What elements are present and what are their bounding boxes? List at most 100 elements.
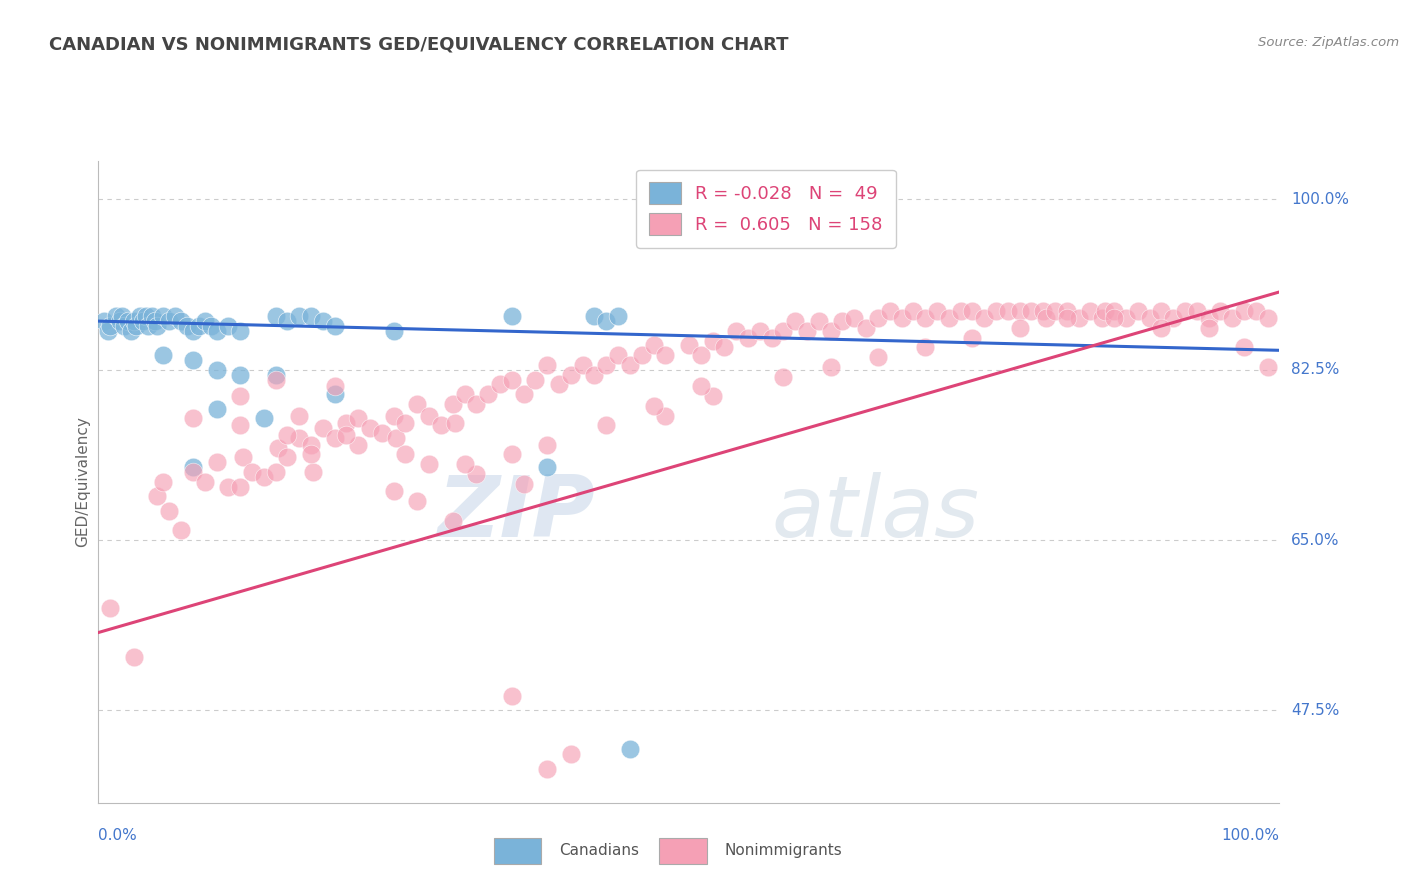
Bar xyxy=(659,838,707,863)
Point xyxy=(299,310,322,324)
Point xyxy=(231,450,253,465)
Point xyxy=(1257,359,1279,374)
Point xyxy=(1150,321,1173,335)
Point xyxy=(347,411,370,425)
Point xyxy=(217,479,239,493)
Point xyxy=(1185,304,1208,318)
Point xyxy=(501,689,523,703)
Point xyxy=(607,348,630,362)
Text: CANADIAN VS NONIMMIGRANTS GED/EQUIVALENCY CORRELATION CHART: CANADIAN VS NONIMMIGRANTS GED/EQUIVALENC… xyxy=(49,36,789,54)
Point xyxy=(654,348,676,362)
Point xyxy=(394,447,416,461)
Point xyxy=(1080,304,1102,318)
Point xyxy=(997,304,1019,318)
Point xyxy=(229,389,252,403)
Text: atlas: atlas xyxy=(772,472,980,556)
Point xyxy=(689,348,711,362)
Point xyxy=(302,465,325,479)
Point xyxy=(477,387,499,401)
Text: ZIP: ZIP xyxy=(437,472,595,556)
Point xyxy=(571,358,593,372)
Point xyxy=(170,314,193,328)
Point xyxy=(654,409,676,423)
Point xyxy=(512,476,534,491)
Point xyxy=(1021,304,1043,318)
Point xyxy=(430,418,453,433)
Point xyxy=(229,479,252,493)
Point xyxy=(323,387,346,401)
Point xyxy=(501,447,523,461)
Text: 0.0%: 0.0% xyxy=(98,829,138,844)
Point xyxy=(1067,311,1090,326)
Point xyxy=(536,438,558,452)
Point xyxy=(152,475,174,489)
Point xyxy=(938,311,960,326)
Point xyxy=(406,397,429,411)
Bar xyxy=(494,838,541,863)
Point xyxy=(264,465,287,479)
Point xyxy=(312,421,335,435)
Point xyxy=(205,455,228,469)
Point xyxy=(630,348,652,362)
Point xyxy=(1056,311,1078,326)
Point xyxy=(323,431,346,445)
Text: 100.0%: 100.0% xyxy=(1291,192,1350,207)
Point xyxy=(1233,340,1256,354)
Point xyxy=(855,321,877,335)
Point xyxy=(785,314,807,328)
Point xyxy=(146,318,169,333)
Point xyxy=(385,431,408,445)
Point xyxy=(643,338,665,352)
Point xyxy=(323,318,346,333)
Point xyxy=(453,387,475,401)
Point xyxy=(560,368,582,382)
Point xyxy=(299,438,322,452)
Point xyxy=(1102,304,1125,318)
Point xyxy=(288,409,311,423)
Point xyxy=(925,304,948,318)
Point xyxy=(772,369,794,384)
Point xyxy=(984,304,1007,318)
Point xyxy=(382,324,405,338)
Point xyxy=(1220,311,1243,326)
Text: 65.0%: 65.0% xyxy=(1291,533,1340,548)
Point xyxy=(205,324,228,338)
Point xyxy=(394,417,416,431)
Point xyxy=(205,363,228,377)
Point xyxy=(205,401,228,416)
Point xyxy=(121,324,143,338)
Point xyxy=(619,358,641,372)
Point xyxy=(465,397,488,411)
Point xyxy=(465,467,488,481)
Point xyxy=(181,353,204,368)
Point xyxy=(595,418,617,433)
Point xyxy=(122,649,145,664)
Point xyxy=(112,318,135,333)
Point xyxy=(678,338,700,352)
Point xyxy=(128,310,150,324)
Point xyxy=(1198,311,1220,326)
Point xyxy=(347,438,370,452)
Point xyxy=(108,314,131,328)
Point xyxy=(702,334,724,348)
Point xyxy=(441,514,464,528)
Point xyxy=(1008,321,1031,335)
Point xyxy=(1091,311,1114,326)
Point xyxy=(583,368,606,382)
Point xyxy=(725,324,748,338)
Point xyxy=(111,310,134,324)
Point xyxy=(136,318,159,333)
Point xyxy=(1150,304,1173,318)
Point xyxy=(181,411,204,425)
Point xyxy=(595,314,617,328)
Point xyxy=(157,504,180,518)
Point xyxy=(1126,304,1149,318)
Point xyxy=(1094,304,1116,318)
Point xyxy=(962,331,984,345)
Point xyxy=(264,310,287,324)
Point xyxy=(914,311,936,326)
Point xyxy=(143,314,166,328)
Point xyxy=(141,310,163,324)
Text: Nonimmigrants: Nonimmigrants xyxy=(724,844,842,858)
Point xyxy=(820,324,842,338)
